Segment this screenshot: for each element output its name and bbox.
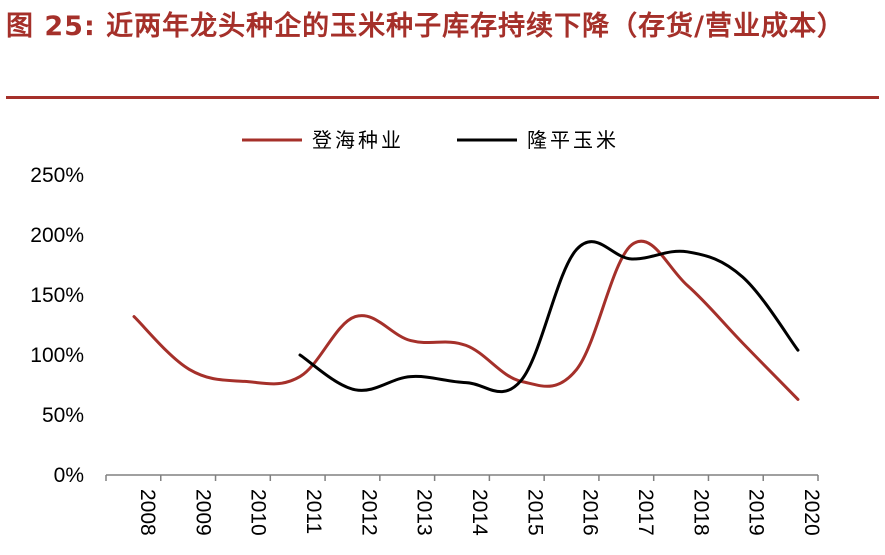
x-tick-label: 2013 — [413, 489, 436, 536]
figure-title: 图 25: 近两年龙头种企的玉米种子库存持续下降（存货/营业成本） — [6, 11, 846, 42]
x-tick-label: 2020 — [800, 489, 823, 536]
y-tick-label: 50% — [42, 404, 84, 427]
legend-label-1: 登海种业 — [312, 128, 404, 152]
x-tick-label: 2017 — [634, 489, 657, 536]
y-tick-label: 0% — [54, 464, 84, 487]
x-tick-label: 2019 — [745, 489, 768, 536]
x-tick-label: 2018 — [689, 489, 712, 536]
y-tick-label: 200% — [30, 224, 84, 247]
x-tick-label: 2008 — [136, 489, 159, 536]
line-chart: 0% 50% 100% 150% 200% 250% 2008 2009 2010 2011 201… — [30, 128, 823, 536]
x-tick-label: 2016 — [579, 489, 602, 536]
x-tick-label: 2014 — [468, 489, 491, 536]
y-tick-label: 100% — [30, 344, 84, 367]
x-tick-label: 2015 — [523, 489, 546, 536]
y-tick-label: 250% — [30, 164, 84, 187]
title-rule — [6, 96, 879, 99]
x-tick-label: 2010 — [247, 489, 270, 536]
x-tick-label: 2012 — [357, 489, 380, 536]
x-tick-label: 2009 — [191, 489, 214, 536]
legend-label-2: 隆平玉米 — [527, 128, 619, 152]
series-line-2 — [298, 240, 800, 394]
x-tick-label: 2011 — [302, 489, 325, 534]
series-line-1 — [132, 239, 800, 401]
y-tick-label: 150% — [30, 284, 84, 307]
